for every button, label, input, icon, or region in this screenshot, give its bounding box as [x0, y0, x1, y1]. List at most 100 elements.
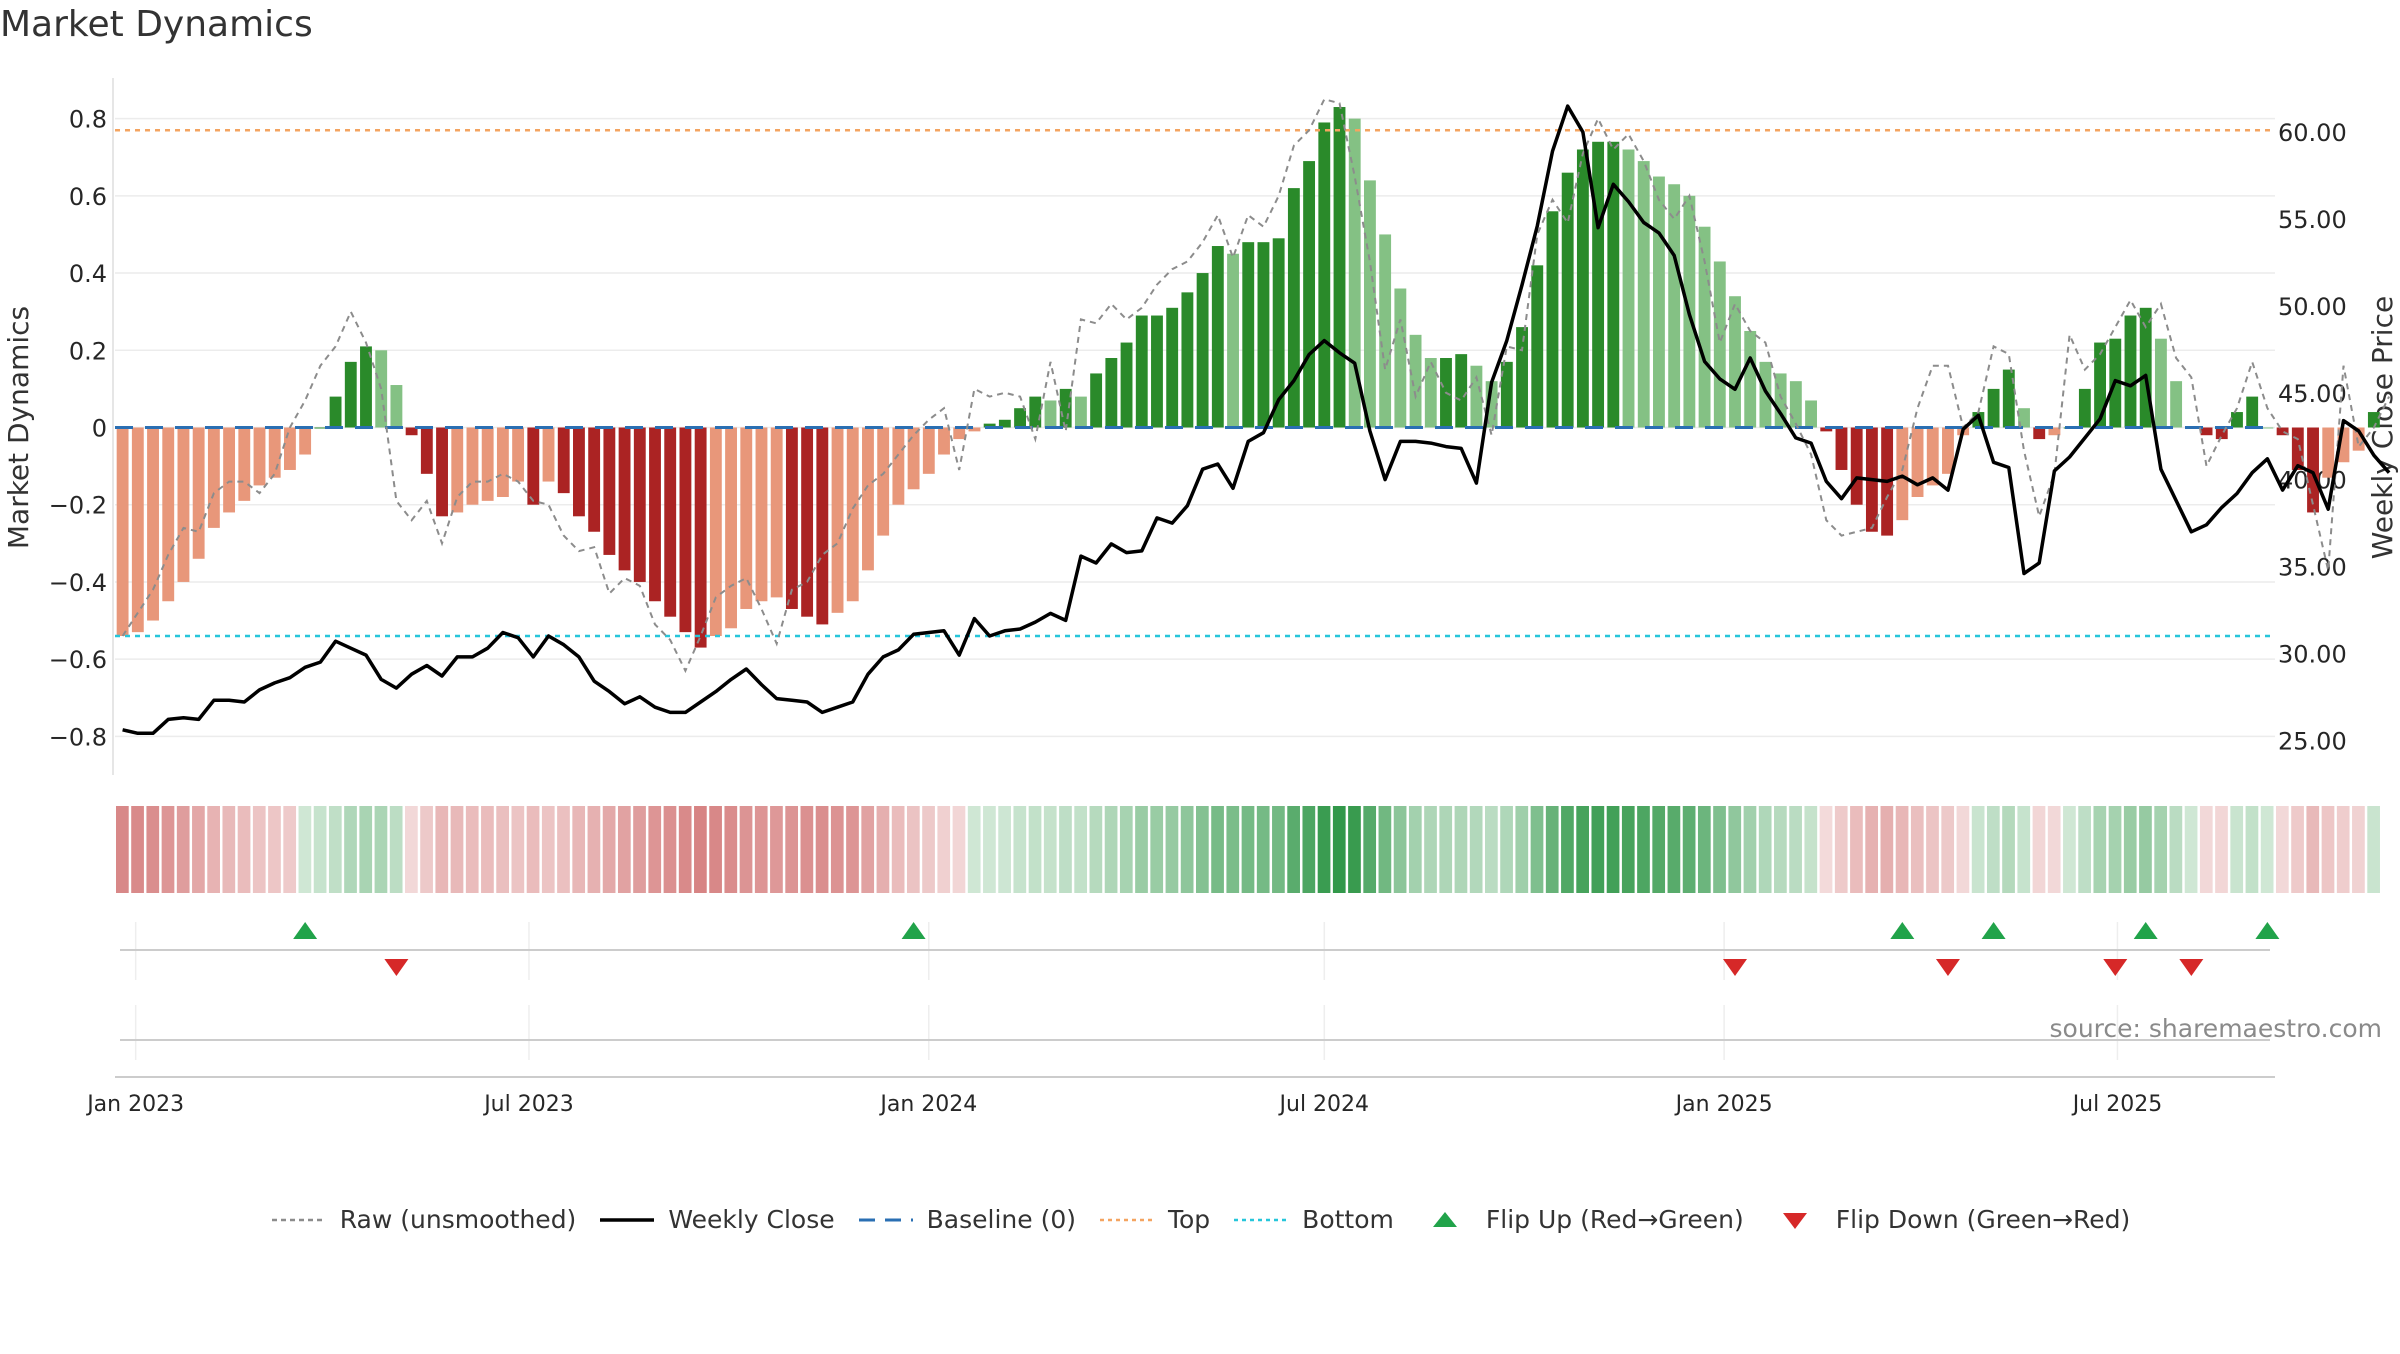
regime-strip-cell: [1926, 806, 1939, 893]
regime-strip-cell: [496, 806, 509, 893]
dynamics-bar: [1272, 238, 1285, 428]
legend-swatch-baseline: [858, 1218, 913, 1221]
regime-strip-cell: [678, 806, 692, 893]
weekly-close-line: [122, 104, 2391, 736]
dynamics-bar: [1592, 141, 1605, 428]
right-y-tick-label: 45.00: [2278, 380, 2347, 408]
left-y-axis-label: Market Dynamics: [2, 306, 35, 549]
legend-item-flip-up: Flip Up (Red→Green): [1416, 1205, 1744, 1234]
regime-strip-cell: [1196, 806, 1209, 893]
flip-down-marker: [384, 959, 409, 976]
regime-strip-cell: [389, 806, 403, 893]
dynamics-bar: [2033, 427, 2046, 440]
dynamics-bar: [496, 427, 509, 497]
legend-item-baseline: Baseline (0): [857, 1205, 1076, 1234]
dynamics-bar: [2048, 427, 2061, 436]
regime-strip-cell: [1576, 806, 1589, 893]
regime-strip-cell: [663, 806, 677, 893]
regime-strip-cell: [922, 806, 935, 893]
dynamics-bar: [892, 427, 905, 505]
regime-strip-cell: [1119, 806, 1133, 893]
dynamics-bar: [1044, 400, 1057, 428]
regime-strip-cell: [1013, 806, 1027, 893]
regime-strip-cell: [587, 806, 601, 893]
regime-strip-cell: [511, 806, 525, 893]
regime-strip-cell: [1591, 806, 1605, 893]
dynamics-bar: [785, 427, 798, 609]
dynamics-bar: [953, 427, 966, 440]
regime-strip-cell: [1713, 806, 1726, 893]
dynamics-bar: [1014, 408, 1027, 428]
regime-strip-cell: [1348, 806, 1361, 893]
regime-strip-cell: [2184, 806, 2198, 893]
dynamics-bar: [1850, 427, 1863, 505]
right-y-tick-label: 55.00: [2278, 206, 2347, 234]
regime-strip-cell: [131, 806, 144, 893]
dynamics-bar: [344, 361, 357, 428]
regime-strip-cell: [252, 806, 266, 893]
regime-strip-cell: [1606, 806, 1620, 893]
dynamics-bar: [1455, 354, 1468, 428]
regime-strip-cell: [1758, 806, 1772, 893]
dynamics-bar: [983, 423, 996, 428]
flip-up-marker: [901, 922, 926, 939]
dynamics-bar: [1576, 149, 1589, 428]
regime-strip-cell: [602, 806, 616, 893]
dynamics-bar: [1257, 242, 1270, 428]
flip-down-marker: [2103, 959, 2128, 976]
dynamics-bar: [1059, 388, 1072, 428]
dynamics-bar: [755, 427, 768, 602]
legend-label: Flip Down (Green→Red): [1835, 1205, 2131, 1234]
dynamics-bar: [831, 427, 844, 613]
right-y-tick-label: 25.00: [2278, 727, 2347, 755]
dynamics-bar: [1196, 273, 1209, 428]
dynamics-bar: [177, 427, 190, 582]
dynamics-bar: [1151, 315, 1163, 428]
regime-strip-cell: [1667, 806, 1681, 893]
dynamics-bar: [1531, 265, 1544, 428]
regime-strip-cell: [967, 806, 981, 893]
regime-strip-cell: [1074, 806, 1088, 893]
dynamics-bar: [846, 427, 859, 602]
left-y-tick-label: 0.6: [69, 183, 107, 211]
regime-strip-cell: [861, 806, 875, 893]
flip-up-marker: [2133, 922, 2158, 939]
regime-strip-cell: [998, 806, 1011, 893]
dynamics-bar: [2170, 381, 2183, 428]
dynamics-bar: [770, 427, 783, 598]
regime-strip-cell: [1272, 806, 1285, 893]
regime-strip-cell: [420, 806, 433, 893]
dynamics-bar: [2276, 427, 2289, 436]
regime-strip-cell: [1850, 806, 1863, 893]
dynamics-bar: [1120, 342, 1133, 428]
left-y-tick-label: −0.6: [49, 646, 107, 674]
regime-strip-cell: [207, 806, 220, 893]
dynamics-bar: [2139, 307, 2152, 428]
regime-strip-cell: [754, 806, 768, 893]
dynamics-bar: [1485, 381, 1498, 428]
regime-strip-cell: [435, 806, 449, 893]
regime-strip-cell: [1469, 806, 1483, 893]
left-y-tick-label: 0.8: [69, 106, 107, 134]
dynamics-bar: [207, 427, 220, 528]
regime-strip-cell: [192, 806, 205, 893]
dynamics-bar: [2322, 427, 2335, 478]
right-y-tick-label: 60.00: [2278, 119, 2347, 147]
legend-item-close: Weekly Close: [598, 1205, 835, 1234]
regime-strip-cell: [374, 806, 388, 893]
dynamics-bar: [816, 427, 829, 625]
regime-strip-cell: [1865, 806, 1879, 893]
dynamics-bar: [1896, 427, 1909, 521]
dynamics-bar: [466, 427, 479, 505]
regime-strip-cell: [237, 806, 251, 893]
regime-strip-cell: [1774, 806, 1787, 893]
left-y-tick-label: 0.2: [69, 337, 107, 365]
regime-strip-cell: [1256, 806, 1270, 893]
dynamics-bar: [1181, 292, 1194, 428]
dynamics-bar: [2078, 388, 2091, 428]
regime-strip-cell: [1332, 806, 1346, 893]
regime-strip-cell: [724, 806, 738, 893]
dynamics-bar: [968, 427, 981, 432]
raw-unsmoothed-line: [121, 98, 2390, 674]
dynamics-bar: [360, 346, 372, 428]
